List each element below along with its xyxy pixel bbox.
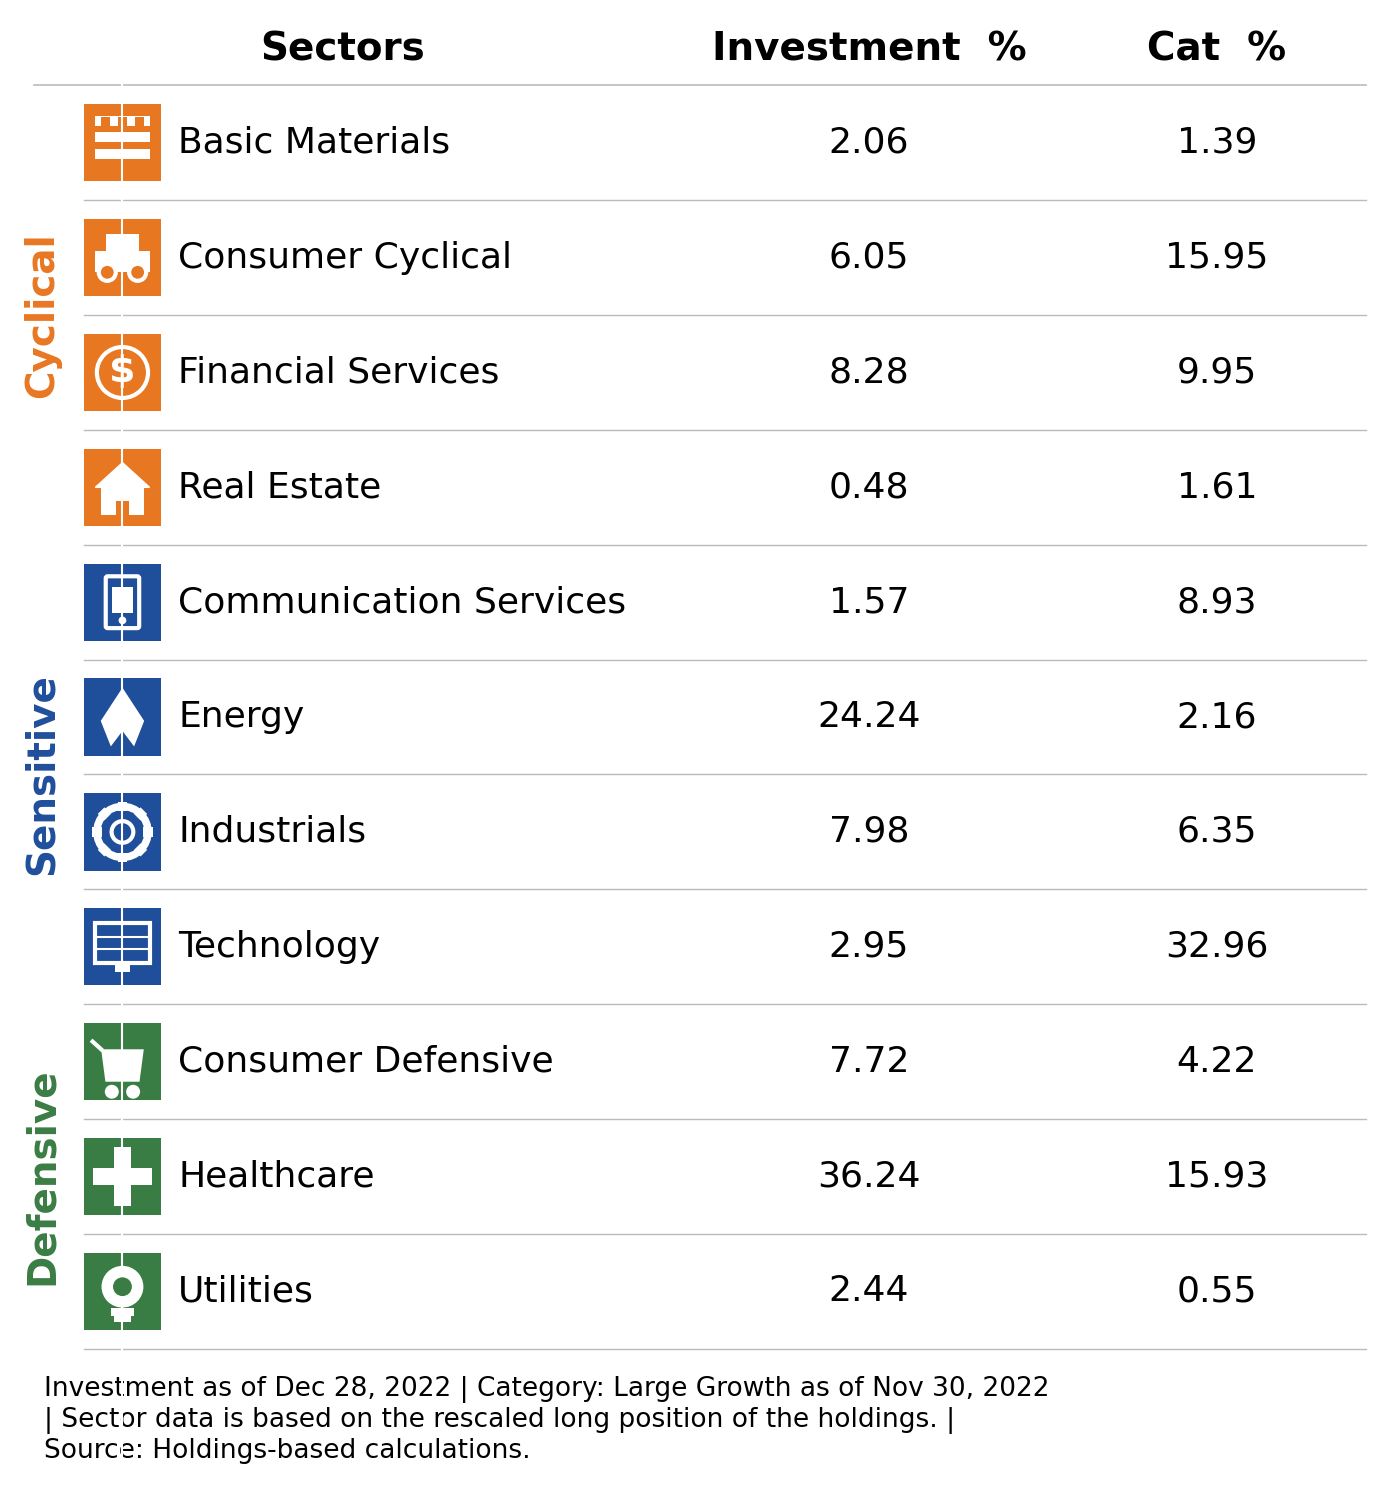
Bar	[110, 1308, 134, 1316]
Text: Consumer Cyclical: Consumer Cyclical	[179, 240, 512, 275]
Bar	[101, 488, 144, 515]
Bar	[95, 924, 149, 962]
Bar	[144, 827, 152, 837]
Bar	[84, 1138, 161, 1214]
Bar	[84, 794, 161, 870]
Bar	[112, 586, 133, 613]
Bar	[117, 853, 127, 862]
Text: 6.05: 6.05	[829, 240, 909, 275]
Bar	[84, 1024, 161, 1100]
Bar	[114, 962, 130, 973]
Bar	[94, 1168, 152, 1185]
Text: 2.16: 2.16	[1177, 700, 1258, 734]
Bar	[98, 843, 110, 856]
Text: Technology: Technology	[179, 930, 380, 964]
Bar	[101, 116, 110, 125]
Bar	[84, 334, 161, 412]
Text: 7.72: 7.72	[829, 1044, 909, 1079]
Text: Sensitive: Sensitive	[22, 673, 61, 876]
Text: Sectors: Sectors	[260, 31, 424, 69]
Text: $: $	[109, 355, 135, 391]
Text: Financial Services: Financial Services	[179, 355, 500, 389]
Polygon shape	[95, 463, 149, 488]
Text: Investment  %: Investment %	[712, 31, 1026, 69]
Text: Investment as of Dec 28, 2022 | Category: Large Growth as of Nov 30, 2022
| Sect: Investment as of Dec 28, 2022 | Category…	[43, 1377, 1050, 1465]
Text: Healthcare: Healthcare	[179, 1159, 374, 1194]
Text: 7.98: 7.98	[829, 815, 909, 849]
Bar	[95, 149, 151, 158]
Text: 8.28: 8.28	[829, 355, 909, 389]
Text: 1.39: 1.39	[1177, 125, 1256, 160]
Text: 8.93: 8.93	[1177, 585, 1258, 619]
Bar	[114, 1147, 131, 1206]
Text: 2.44: 2.44	[829, 1274, 909, 1308]
Circle shape	[102, 1265, 144, 1307]
Text: 2.95: 2.95	[829, 930, 909, 964]
Bar	[134, 116, 144, 125]
Bar	[117, 801, 127, 812]
Circle shape	[119, 616, 126, 624]
Text: 1.61: 1.61	[1177, 470, 1258, 504]
Text: 6.35: 6.35	[1177, 815, 1258, 849]
Bar	[95, 251, 149, 273]
Circle shape	[99, 264, 116, 280]
Bar	[134, 843, 147, 856]
Text: 0.48: 0.48	[829, 470, 909, 504]
Circle shape	[105, 1085, 119, 1098]
Bar	[84, 909, 161, 985]
Bar	[95, 133, 151, 142]
Text: Cyclical: Cyclical	[22, 233, 61, 398]
Text: 2.06: 2.06	[829, 125, 909, 160]
Text: 36.24: 36.24	[817, 1159, 921, 1194]
Bar	[114, 1316, 130, 1322]
Bar	[106, 234, 138, 251]
Circle shape	[126, 1085, 140, 1098]
Bar	[116, 501, 128, 515]
Text: 1.57: 1.57	[829, 585, 909, 619]
Text: 15.93: 15.93	[1166, 1159, 1269, 1194]
Text: Industrials: Industrials	[179, 815, 366, 849]
Circle shape	[112, 821, 133, 843]
Text: 24.24: 24.24	[817, 700, 921, 734]
Text: 4.22: 4.22	[1177, 1044, 1258, 1079]
Text: Basic Materials: Basic Materials	[179, 125, 451, 160]
Bar	[84, 1253, 161, 1329]
Bar	[84, 449, 161, 527]
Bar	[95, 116, 151, 127]
Text: Energy: Energy	[179, 700, 304, 734]
Circle shape	[113, 1277, 131, 1297]
Circle shape	[128, 264, 147, 280]
Text: 32.96: 32.96	[1166, 930, 1269, 964]
Polygon shape	[101, 688, 144, 746]
Bar	[84, 219, 161, 297]
Text: 0.55: 0.55	[1177, 1274, 1258, 1308]
Text: Cat  %: Cat %	[1148, 31, 1287, 69]
Bar	[134, 807, 147, 821]
Bar	[84, 564, 161, 642]
Text: Communication Services: Communication Services	[179, 585, 627, 619]
Text: 15.95: 15.95	[1166, 240, 1269, 275]
Polygon shape	[101, 1049, 144, 1082]
Bar	[92, 827, 102, 837]
Text: Utilities: Utilities	[179, 1274, 314, 1308]
Bar	[84, 679, 161, 755]
Text: Real Estate: Real Estate	[179, 470, 381, 504]
Bar	[117, 116, 127, 125]
Text: Consumer Defensive: Consumer Defensive	[179, 1044, 554, 1079]
Text: 9.95: 9.95	[1177, 355, 1256, 389]
Bar	[98, 807, 110, 821]
Text: Defensive: Defensive	[22, 1068, 61, 1285]
Bar	[84, 104, 161, 182]
